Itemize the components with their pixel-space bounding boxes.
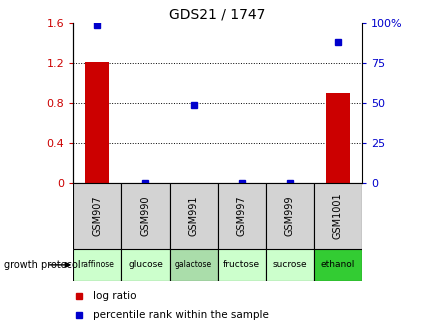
- Bar: [217, 183, 265, 249]
- Bar: [181, 183, 205, 185]
- Text: GSM1001: GSM1001: [332, 193, 342, 239]
- Text: galactose: galactose: [175, 260, 212, 269]
- Bar: [265, 183, 313, 249]
- Bar: [313, 249, 361, 281]
- Text: GSM991: GSM991: [188, 196, 198, 236]
- Text: glucose: glucose: [128, 260, 163, 269]
- Text: percentile rank within the sample: percentile rank within the sample: [93, 310, 269, 320]
- Bar: [325, 93, 349, 183]
- Bar: [85, 62, 109, 183]
- Bar: [265, 249, 313, 281]
- Bar: [169, 249, 217, 281]
- Bar: [73, 249, 121, 281]
- Bar: [313, 183, 361, 249]
- Text: ethanol: ethanol: [320, 260, 354, 269]
- Text: GSM997: GSM997: [236, 196, 246, 236]
- Bar: [217, 249, 265, 281]
- Text: GSM990: GSM990: [140, 196, 150, 236]
- Text: sucrose: sucrose: [272, 260, 307, 269]
- Text: log ratio: log ratio: [93, 291, 137, 301]
- Text: growth protocol: growth protocol: [4, 260, 81, 270]
- Bar: [121, 183, 169, 249]
- Text: raffinose: raffinose: [80, 260, 114, 269]
- Text: GSM907: GSM907: [92, 196, 102, 236]
- Title: GDS21 / 1747: GDS21 / 1747: [169, 8, 265, 22]
- Bar: [73, 183, 121, 249]
- Text: GSM999: GSM999: [284, 196, 294, 236]
- Bar: [121, 249, 169, 281]
- Bar: [169, 183, 217, 249]
- Text: fructose: fructose: [223, 260, 260, 269]
